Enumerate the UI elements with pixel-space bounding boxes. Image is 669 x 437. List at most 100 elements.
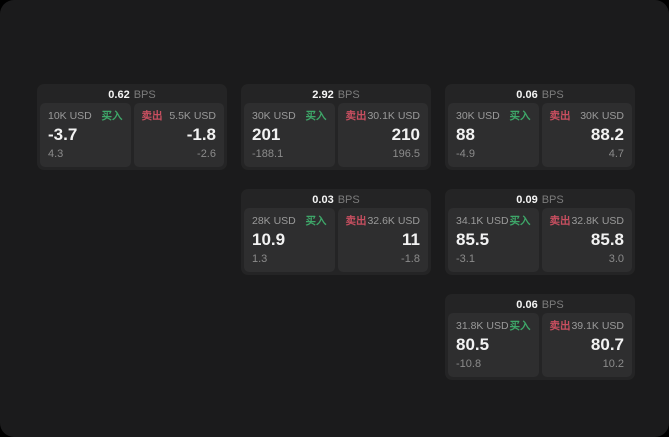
buy-panel-top: 30K USD 买入 — [456, 110, 531, 122]
card-body: 28K USD 买入 10.9 1.3 卖出 32.6K USD 11 -1.8 — [244, 208, 428, 272]
sell-side-label: 卖出 — [549, 215, 571, 227]
buy-delta: -188.1 — [252, 148, 284, 160]
buy-panel[interactable]: 34.1K USD 买入 85.5 -3.1 — [448, 208, 539, 272]
quote-card: 0.03 BPS 28K USD 买入 10.9 1.3 卖出 32.6K US… — [241, 189, 431, 275]
sell-side-label: 卖出 — [345, 215, 367, 227]
sell-panel[interactable]: 卖出 32.8K USD 85.8 3.0 — [541, 208, 632, 272]
bps-unit-label: BPS — [337, 194, 360, 206]
bps-unit-label: BPS — [541, 299, 564, 311]
sell-panel[interactable]: 卖出 30.1K USD 210 196.5 — [337, 103, 428, 167]
sell-panel-top: 卖出 39.1K USD — [550, 320, 625, 332]
buy-side-label: 买入 — [509, 320, 531, 332]
bps-unit-label: BPS — [541, 89, 564, 101]
buy-size: 28K USD — [252, 215, 296, 227]
card-header: 0.62 BPS — [40, 87, 224, 103]
buy-panel[interactable]: 30K USD 买入 88 -4.9 — [448, 103, 539, 167]
buy-size: 10K USD — [48, 110, 92, 122]
sell-panel-top: 卖出 30K USD — [550, 110, 625, 122]
sell-delta: 196.5 — [392, 148, 420, 160]
sell-panel[interactable]: 卖出 32.6K USD 11 -1.8 — [337, 208, 428, 272]
bps-value: 2.92 — [312, 89, 334, 101]
sell-panel[interactable]: 卖出 30K USD 88.2 4.7 — [541, 103, 632, 167]
sell-price: -1.8 — [186, 125, 216, 144]
card-header: 2.92 BPS — [244, 87, 428, 103]
sell-size: 32.8K USD — [571, 215, 624, 227]
card-body: 30K USD 买入 88 -4.9 卖出 30K USD 88.2 4.7 — [448, 103, 632, 167]
sell-side-label: 卖出 — [549, 110, 571, 122]
buy-side-label: 买入 — [305, 110, 327, 122]
card-body: 34.1K USD 买入 85.5 -3.1 卖出 32.8K USD 85.8… — [448, 208, 632, 272]
buy-size: 31.8K USD — [456, 320, 509, 332]
quote-card: 0.62 BPS 10K USD 买入 -3.7 4.3 卖出 5.5K USD — [37, 84, 227, 170]
sell-panel[interactable]: 卖出 5.5K USD -1.8 -2.6 — [133, 103, 224, 167]
buy-size: 30K USD — [456, 110, 500, 122]
buy-panel[interactable]: 31.8K USD 买入 80.5 -10.8 — [448, 313, 539, 377]
quotes-grid: 0.62 BPS 10K USD 买入 -3.7 4.3 卖出 5.5K USD — [37, 84, 635, 380]
buy-price: 10.9 — [252, 230, 286, 249]
quote-card: 0.06 BPS 30K USD 买入 88 -4.9 卖出 30K USD — [445, 84, 635, 170]
quote-card: 2.92 BPS 30K USD 买入 201 -188.1 卖出 30.1K … — [241, 84, 431, 170]
card-body: 10K USD 买入 -3.7 4.3 卖出 5.5K USD -1.8 -2.… — [40, 103, 224, 167]
card-body: 31.8K USD 买入 80.5 -10.8 卖出 39.1K USD 80.… — [448, 313, 632, 377]
sell-side-label: 卖出 — [141, 110, 163, 122]
buy-delta: 1.3 — [252, 253, 268, 265]
quote-card: 0.06 BPS 31.8K USD 买入 80.5 -10.8 卖出 39.1… — [445, 294, 635, 380]
buy-price: 201 — [252, 125, 281, 144]
sell-panel-top: 卖出 32.6K USD — [346, 215, 421, 227]
sell-price: 85.8 — [590, 230, 624, 249]
sell-price: 80.7 — [590, 335, 624, 354]
sell-side-label: 卖出 — [549, 320, 571, 332]
bps-value: 0.03 — [312, 194, 334, 206]
card-header: 0.06 BPS — [448, 297, 632, 313]
card-header: 0.03 BPS — [244, 192, 428, 208]
sell-size: 5.5K USD — [169, 110, 216, 122]
buy-price: 80.5 — [456, 335, 490, 354]
buy-panel-top: 10K USD 买入 — [48, 110, 123, 122]
sell-side-label: 卖出 — [345, 110, 367, 122]
bps-value: 0.62 — [108, 89, 130, 101]
sell-delta: 3.0 — [608, 253, 624, 265]
bps-value: 0.06 — [516, 299, 538, 311]
buy-side-label: 买入 — [305, 215, 327, 227]
sell-delta: -1.8 — [401, 253, 420, 265]
buy-panel-top: 34.1K USD 买入 — [456, 215, 531, 227]
sell-panel-top: 卖出 5.5K USD — [142, 110, 217, 122]
sell-price: 88.2 — [590, 125, 624, 144]
buy-price: 88 — [456, 125, 475, 144]
buy-delta: 4.3 — [48, 148, 64, 160]
buy-panel-top: 28K USD 买入 — [252, 215, 327, 227]
bps-value: 0.09 — [516, 194, 538, 206]
sell-delta: 10.2 — [602, 358, 624, 370]
buy-side-label: 买入 — [101, 110, 123, 122]
buy-size: 30K USD — [252, 110, 296, 122]
card-body: 30K USD 买入 201 -188.1 卖出 30.1K USD 210 1… — [244, 103, 428, 167]
sell-delta: -2.6 — [197, 148, 216, 160]
bps-unit-label: BPS — [133, 89, 156, 101]
buy-panel[interactable]: 30K USD 买入 201 -188.1 — [244, 103, 335, 167]
buy-delta: -10.8 — [456, 358, 482, 370]
sell-size: 39.1K USD — [571, 320, 624, 332]
sell-size: 32.6K USD — [367, 215, 420, 227]
buy-delta: -3.1 — [456, 253, 475, 265]
buy-side-label: 买入 — [509, 110, 531, 122]
sell-size: 30.1K USD — [367, 110, 420, 122]
sell-panel[interactable]: 卖出 39.1K USD 80.7 10.2 — [541, 313, 632, 377]
buy-price: 85.5 — [456, 230, 490, 249]
sell-price: 11 — [402, 230, 420, 249]
card-header: 0.09 BPS — [448, 192, 632, 208]
sell-size: 30K USD — [580, 110, 624, 122]
sell-delta: 4.7 — [608, 148, 624, 160]
bps-unit-label: BPS — [541, 194, 564, 206]
buy-panel-top: 31.8K USD 买入 — [456, 320, 531, 332]
bps-unit-label: BPS — [337, 89, 360, 101]
sell-panel-top: 卖出 32.8K USD — [550, 215, 625, 227]
buy-side-label: 买入 — [509, 215, 531, 227]
sell-price: 210 — [391, 125, 420, 144]
buy-panel[interactable]: 28K USD 买入 10.9 1.3 — [244, 208, 335, 272]
sell-panel-top: 卖出 30.1K USD — [346, 110, 421, 122]
buy-panel[interactable]: 10K USD 买入 -3.7 4.3 — [40, 103, 131, 167]
buy-price: -3.7 — [48, 125, 78, 144]
buy-size: 34.1K USD — [456, 215, 509, 227]
bps-value: 0.06 — [516, 89, 538, 101]
